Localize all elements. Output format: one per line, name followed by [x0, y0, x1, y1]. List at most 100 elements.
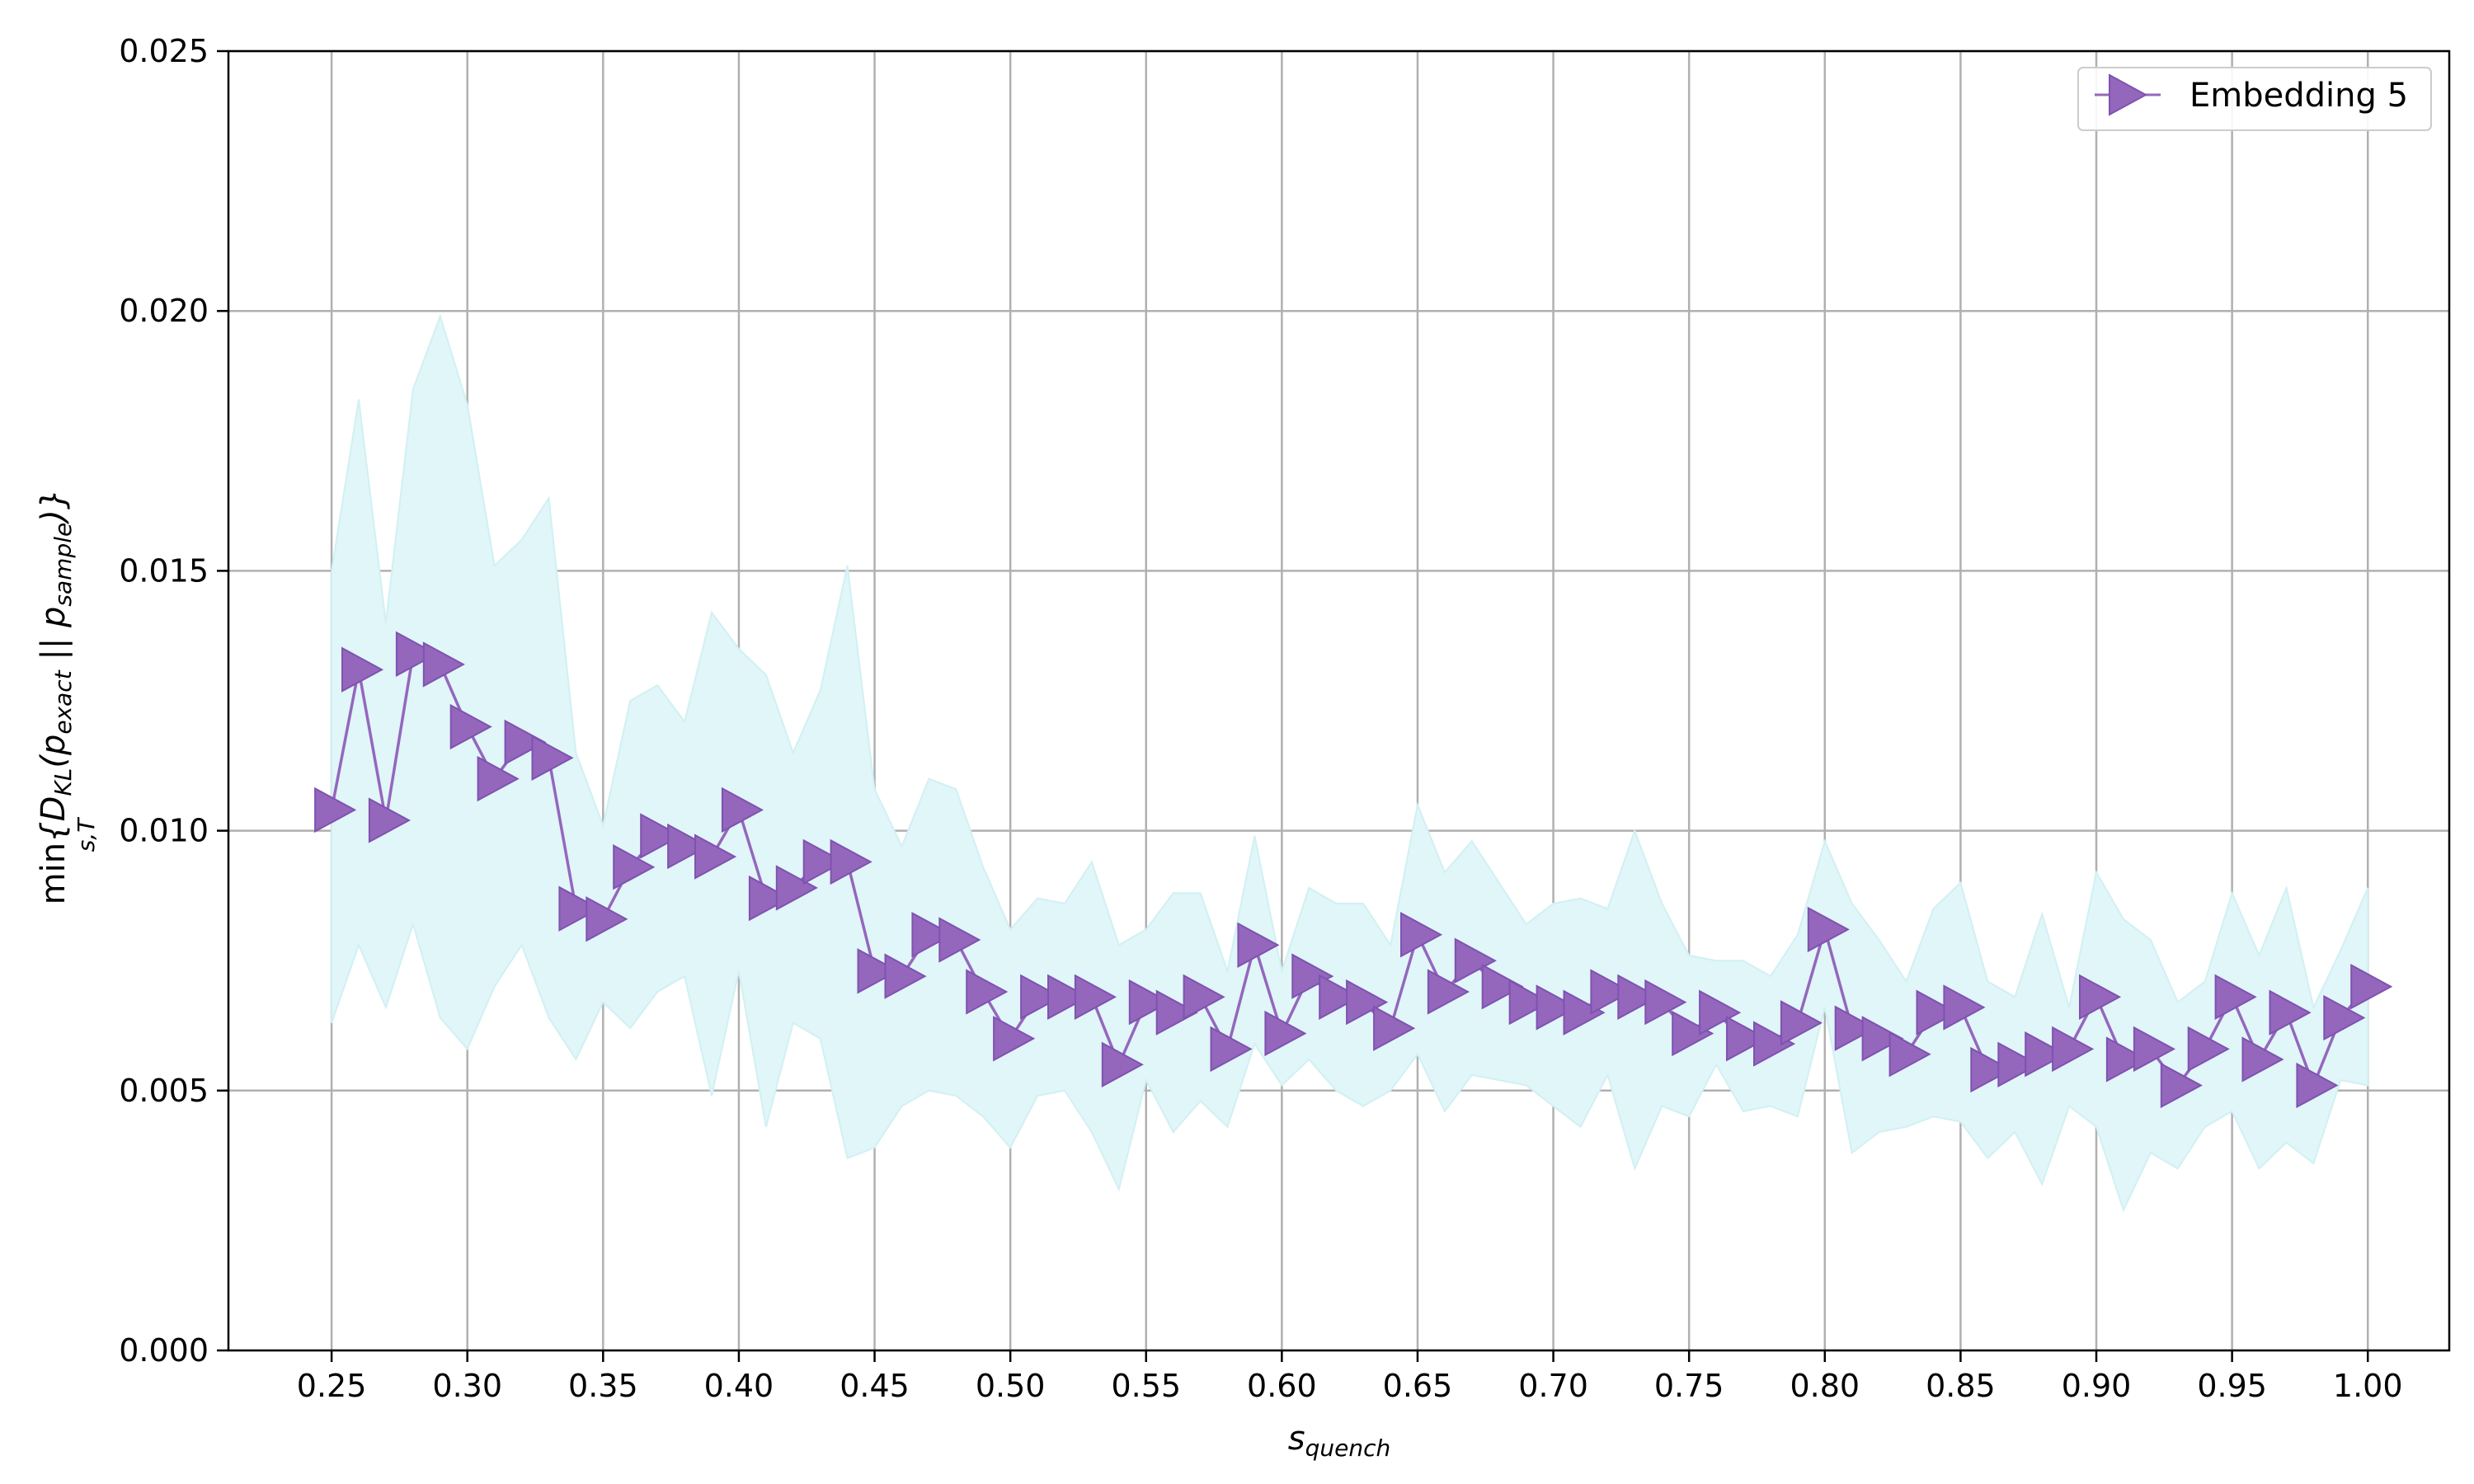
- x-tick-label: 0.45: [840, 1368, 910, 1404]
- legend-label: Embedding 5: [2189, 77, 2408, 115]
- data-point-marker: [2079, 974, 2122, 1020]
- y-axis-label-subscript: s,T: [73, 817, 100, 852]
- data-point-marker: [2105, 1036, 2148, 1082]
- x-tick-label: 0.95: [2197, 1368, 2267, 1404]
- data-point-marker: [2323, 994, 2366, 1041]
- x-tick-label: 0.35: [568, 1368, 638, 1404]
- data-point-marker: [558, 885, 601, 932]
- data-point-marker: [2160, 1062, 2203, 1109]
- y-tick-label: 0.000: [119, 1332, 209, 1369]
- data-point-marker: [1237, 922, 1280, 968]
- svg-text:min{DKL(pexact || psample)}: min{DKL(pexact || psample)}: [35, 489, 77, 905]
- data-point-marker: [395, 631, 438, 677]
- data-point-marker: [1427, 969, 1470, 1015]
- data-point-marker: [341, 646, 384, 693]
- data-point-marker: [1508, 979, 1551, 1026]
- x-tick-label: 0.85: [1926, 1368, 1996, 1404]
- data-point-marker: [1128, 979, 1171, 1026]
- legend-box: [2077, 67, 2432, 131]
- data-point-marker: [2052, 1026, 2095, 1073]
- data-point-marker: [1210, 1026, 1253, 1073]
- y-axis-label-mid1: (p: [35, 735, 73, 768]
- x-tick-label: 1.00: [2333, 1368, 2403, 1404]
- y-tick-label: 0.020: [119, 293, 209, 329]
- data-point-marker: [966, 969, 1009, 1015]
- data-point-marker: [1400, 912, 1443, 958]
- data-point-marker: [1780, 1000, 1823, 1046]
- x-tick-label: 0.40: [704, 1368, 774, 1404]
- data-point-marker: [1753, 1021, 1796, 1067]
- data-point-marker: [1726, 1016, 1769, 1062]
- data-point-marker: [1264, 1010, 1307, 1057]
- data-point-marker: [667, 823, 710, 870]
- data-point-marker: [1346, 979, 1389, 1026]
- data-point-marker: [477, 755, 520, 802]
- x-axis-label: squench: [1288, 1420, 1390, 1462]
- data-point-marker: [504, 719, 547, 766]
- data-point-marker: [2296, 1062, 2339, 1109]
- y-tick-label: 0.010: [119, 813, 209, 849]
- band-layer: [331, 313, 2369, 1213]
- data-point-marker: [721, 787, 764, 834]
- data-point-marker: [830, 838, 872, 885]
- data-point-marker: [2241, 1036, 2284, 1082]
- data-point-marker: [1074, 974, 1117, 1020]
- data-point-marker: [368, 797, 411, 843]
- data-point-marker: [1590, 969, 1633, 1015]
- data-point-marker: [2025, 1031, 2067, 1078]
- data-point-marker: [1888, 1031, 1931, 1078]
- data-point-marker: [1617, 974, 1660, 1020]
- y-axis-label-mid2: || p: [35, 607, 73, 671]
- data-point-marker: [1183, 974, 1225, 1020]
- data-point-marker: [1291, 953, 1334, 999]
- data-point-marker: [1672, 1010, 1714, 1057]
- data-point-marker: [1454, 937, 1497, 984]
- data-point-marker: [938, 917, 981, 963]
- data-point-marker: [2350, 964, 2393, 1010]
- x-tick-label: 0.50: [976, 1368, 1046, 1404]
- data-point-marker: [1047, 974, 1090, 1020]
- y-tick-label: 0.015: [119, 552, 209, 589]
- data-point-marker: [694, 834, 737, 880]
- confidence-band: [331, 313, 2369, 1213]
- data-point-marker: [1807, 906, 1850, 953]
- data-point-marker: [1373, 1005, 1416, 1051]
- x-axis-label-sub: quench: [1305, 1435, 1391, 1462]
- x-tick-label: 0.80: [1790, 1368, 1860, 1404]
- data-point-marker: [993, 1016, 1036, 1062]
- x-axis-label-main: s: [1288, 1420, 1305, 1458]
- data-point-marker: [1861, 1016, 1904, 1062]
- data-point-marker: [613, 844, 656, 890]
- data-point-marker: [1834, 1005, 1877, 1051]
- plot-frame: [227, 49, 2451, 1352]
- y-tick-label: 0.005: [119, 1073, 209, 1109]
- data-point-marker: [531, 735, 574, 781]
- tick-layer: 0.25 0.30 0.35 0.40 0.45 0.50 0.55 0.60 0.65 0.70…: [119, 33, 2402, 1404]
- y-axis-label-prefix: min: [35, 843, 73, 904]
- x-tick-label: 0.55: [1111, 1368, 1181, 1404]
- x-tick-label: 0.75: [1654, 1368, 1724, 1404]
- x-tick-label: 0.70: [1518, 1368, 1588, 1404]
- x-tick-label: 0.65: [1383, 1368, 1453, 1404]
- data-point-marker: [1536, 984, 1578, 1031]
- legend: Embedding 5: [2077, 67, 2432, 131]
- y-axis-label-p2-sub: sample: [49, 523, 77, 607]
- x-tick-label: 0.90: [2062, 1368, 2132, 1404]
- data-point-marker: [1101, 1041, 1144, 1087]
- x-tick-label: 0.60: [1247, 1368, 1317, 1404]
- y-axis-label-open: {D: [35, 796, 73, 843]
- marker-layer: [314, 631, 2393, 1109]
- y-axis-label-close: )}: [35, 489, 73, 525]
- y-axis-label: min{DKL(pexact || psample)} s,T: [35, 489, 100, 905]
- legend-marker-icon: [2109, 73, 2148, 116]
- data-point-marker: [1155, 989, 1198, 1036]
- data-point-marker: [1644, 979, 1687, 1026]
- data-point-marker: [775, 865, 818, 911]
- data-point-marker: [911, 912, 954, 958]
- x-tick-label: 0.30: [432, 1368, 502, 1404]
- data-point-marker: [884, 953, 927, 999]
- data-point-marker: [2214, 974, 2257, 1020]
- y-tick-label: 0.025: [119, 33, 209, 69]
- data-point-marker: [1563, 989, 1606, 1036]
